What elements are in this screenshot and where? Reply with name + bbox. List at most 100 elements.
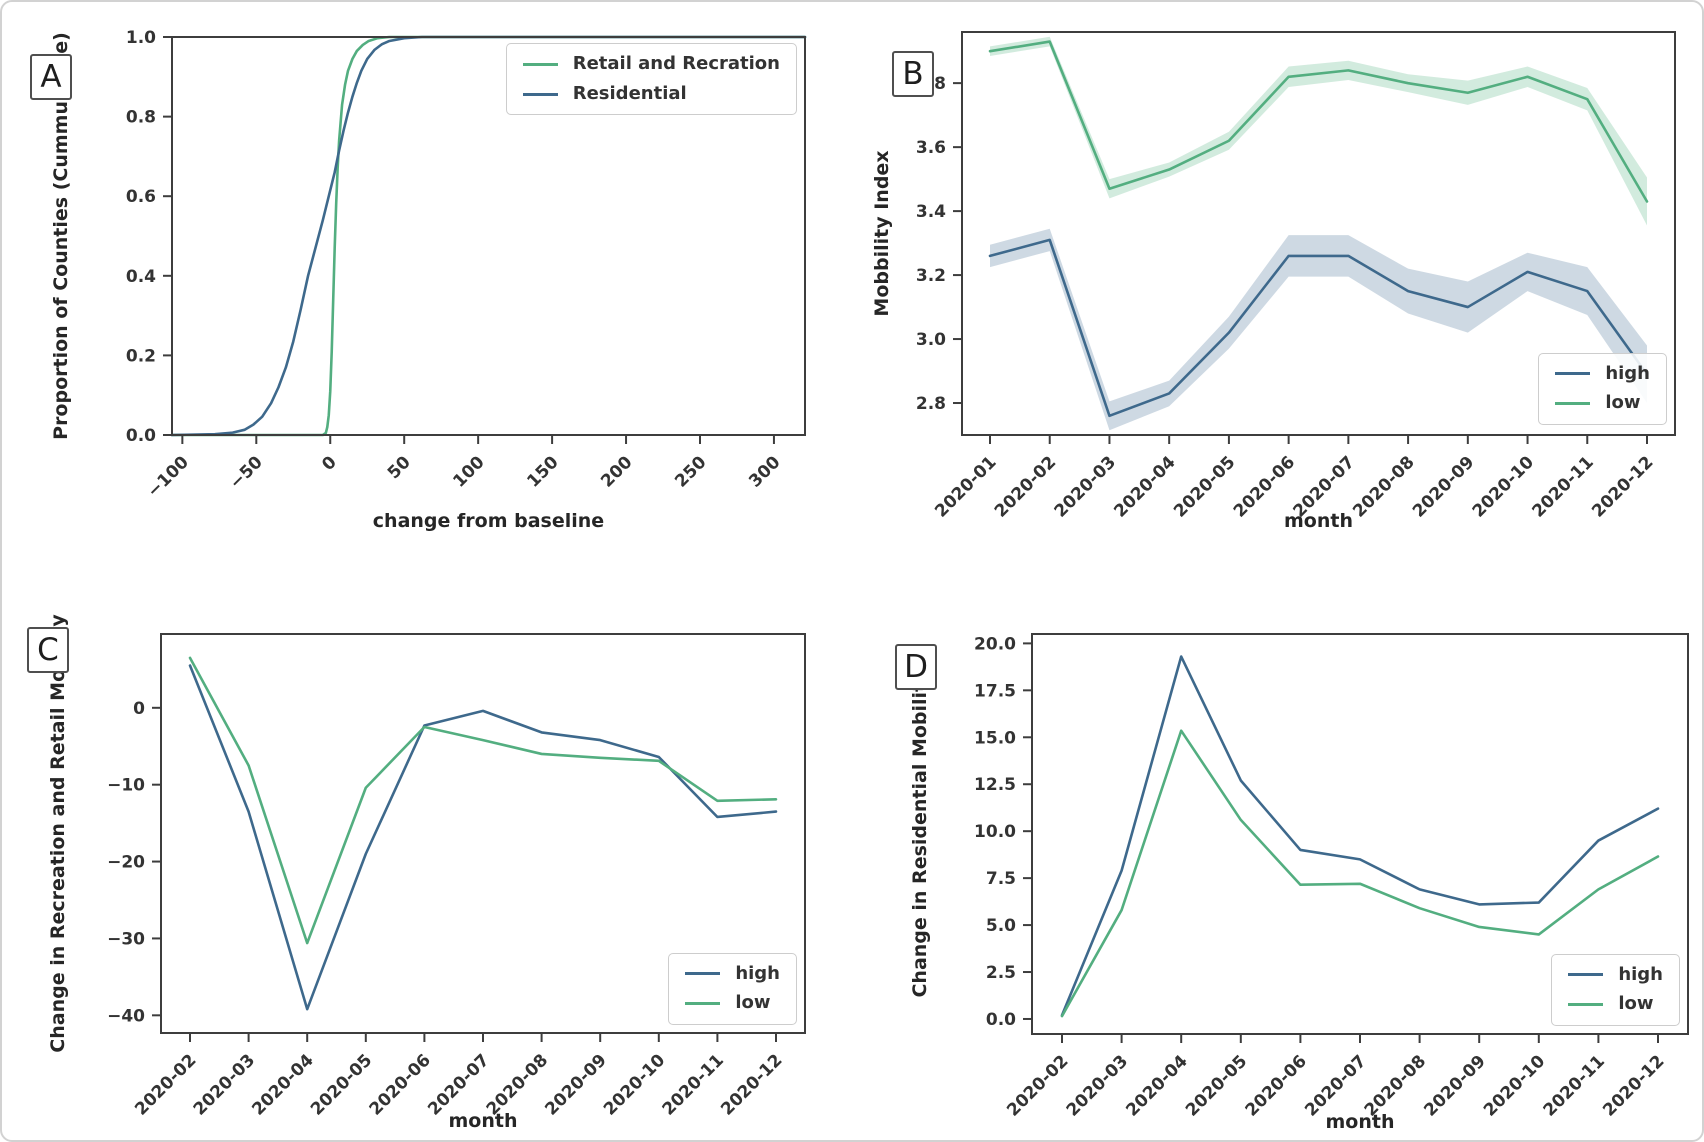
- x-tick-label: 2020-11: [1540, 1051, 1609, 1120]
- x-tick-label: −50: [226, 452, 267, 493]
- y-tick-label: −10: [107, 776, 145, 796]
- y-tick-label: 12.5: [974, 775, 1016, 795]
- legend-swatch-low: [1555, 402, 1591, 406]
- panel-c-legend: high low: [668, 952, 797, 1025]
- series-line-high: [1060, 655, 1660, 1017]
- panel-a: A 0.0 0.2 0.4 0.6 0.8 1.0 −100 −50 0 50 100 150 200 2…: [2, 2, 854, 573]
- x-axis-label: month: [1284, 510, 1353, 532]
- legend-item-high: high: [685, 963, 780, 985]
- x-tick-label: 2020-02: [1003, 1051, 1072, 1120]
- panel-label-d: D: [895, 644, 937, 690]
- x-tick-label: 50: [384, 452, 415, 483]
- y-tick-label: 0.0: [986, 1010, 1016, 1030]
- x-tick-label: 2020-06: [366, 1050, 435, 1119]
- legend-item-high: high: [1568, 963, 1663, 986]
- legend-item-retail: Retail and Recration: [522, 53, 780, 75]
- y-tick-label: 15.0: [974, 728, 1016, 748]
- y-axis-label: Proportion of Counties (Cummulative): [50, 32, 72, 440]
- y-tick-label: 7.5: [986, 869, 1016, 889]
- legend-swatch-low: [685, 1002, 721, 1006]
- x-tick-label: 2020-10: [1469, 452, 1538, 521]
- y-tick-label: 1.0: [126, 28, 156, 48]
- y-tick-label: 0.2: [126, 346, 156, 366]
- series-line-low: [1060, 729, 1660, 1018]
- legend-item-low: low: [685, 993, 780, 1014]
- x-tick-label: 2020-04: [248, 1050, 317, 1119]
- legend-swatch-high: [1568, 973, 1604, 977]
- x-tick-label: 2020-05: [1170, 452, 1239, 521]
- legend-item-high: high: [1555, 363, 1650, 385]
- x-tick-label: 2020-06: [1242, 1051, 1311, 1120]
- x-axis-label: month: [449, 1110, 518, 1132]
- axes-spines: [961, 31, 1676, 436]
- y-tick-label: 0.6: [126, 187, 156, 207]
- y-tick-label: 17.5: [974, 681, 1016, 701]
- panel-c-chart: 0−10−20−30−402020-022020-032020-042020-0…: [47, 614, 806, 1132]
- y-tick-label: 10.0: [974, 822, 1016, 842]
- y-tick-label: 0.0: [126, 426, 156, 446]
- legend-label-residential: Residential: [572, 82, 687, 104]
- x-tick-label: 2020-11: [1528, 452, 1597, 521]
- legend-swatch-low: [1568, 1003, 1604, 1007]
- y-tick-label: 3.6: [916, 138, 946, 158]
- y-axis-label: Mobbility Index: [871, 150, 893, 316]
- y-tick-label: 0.4: [126, 267, 156, 287]
- legend-label-high: high: [1618, 963, 1663, 985]
- x-tick-label: 2020-12: [1599, 1051, 1668, 1120]
- x-axis-label: month: [1326, 1111, 1395, 1133]
- x-tick-label: 2020-02: [131, 1050, 200, 1119]
- x-tick-label: 2020-03: [1063, 1051, 1132, 1120]
- x-tick-label: 2020-10: [1480, 1051, 1549, 1120]
- x-tick-label: 2020-05: [307, 1050, 376, 1119]
- x-tick-label: 2020-02: [991, 452, 1060, 521]
- y-tick-label: 0: [133, 699, 145, 719]
- x-tick-label: 200: [597, 452, 636, 491]
- y-tick-label: 2.5: [986, 963, 1016, 983]
- panel-b: B 2.83.03.23.43.63.82020-012020-022020-0…: [854, 2, 1702, 573]
- legend-swatch-retail: [522, 62, 558, 66]
- x-tick-label: 2020-09: [1420, 1051, 1489, 1120]
- legend-item-low: low: [1555, 393, 1650, 414]
- legend-label-low: low: [1605, 392, 1641, 414]
- panel-d-chart: 0.02.55.07.510.012.515.017.520.02020-022…: [909, 633, 1689, 1133]
- legend-item-residential: Residential: [522, 82, 780, 105]
- series-line-high: [188, 664, 778, 1011]
- x-tick-label: −100: [144, 452, 193, 501]
- legend-label-retail: Retail and Recration: [572, 53, 780, 74]
- panel-label-c: C: [27, 627, 69, 673]
- x-tick-label: 2020-08: [1349, 452, 1418, 521]
- legend-item-low: low: [1568, 994, 1663, 1015]
- x-tick-label: 100: [449, 452, 488, 491]
- panel-b-chart: 2.83.03.23.43.63.82020-012020-022020-032…: [871, 31, 1676, 532]
- y-tick-label: 3.2: [916, 266, 946, 286]
- panel-d-legend: high low: [1551, 953, 1680, 1026]
- series-band-high: [990, 228, 1647, 431]
- panel-label-b: B: [892, 51, 934, 97]
- legend-swatch-residential: [522, 92, 558, 96]
- x-tick-label: 300: [745, 452, 784, 491]
- x-tick-label: 2020-11: [659, 1050, 728, 1119]
- series-line-low: [988, 40, 1649, 203]
- series-line-residential: [170, 35, 807, 437]
- legend-swatch-high: [1555, 372, 1591, 376]
- panel-d: D 0.0 2.5 5.0 7.5 10.0 12.5 15.0 17.5 20.0 2020-0…: [854, 573, 1702, 1140]
- x-tick-label: 250: [671, 452, 710, 491]
- y-tick-label: −30: [107, 929, 145, 949]
- y-tick-label: −40: [107, 1006, 145, 1026]
- axes-spines: [171, 36, 806, 436]
- series-band-low: [990, 36, 1647, 226]
- panel-a-chart: 0.0 0.2 0.4 0.6 0.8 1.0 −100 −50 0 50 100 150 200 250…: [50, 28, 807, 532]
- legend-label-low: low: [1618, 993, 1654, 1015]
- y-tick-label: 3.4: [916, 202, 946, 222]
- x-tick-label: 2020-03: [190, 1050, 259, 1119]
- legend-label-low: low: [735, 992, 771, 1014]
- y-axis-label: Change in Recreation and Retail Mobility: [47, 614, 69, 1053]
- x-tick-label: 2020-03: [1051, 452, 1120, 521]
- x-tick-label: 2020-04: [1110, 452, 1179, 521]
- panel-a-legend: Retail and Recration Residential: [505, 43, 797, 116]
- x-tick-label: 2020-12: [1588, 452, 1657, 521]
- legend-swatch-high: [685, 972, 721, 976]
- x-tick-label: 2020-01: [931, 452, 1000, 521]
- panel-label-a: A: [30, 54, 72, 100]
